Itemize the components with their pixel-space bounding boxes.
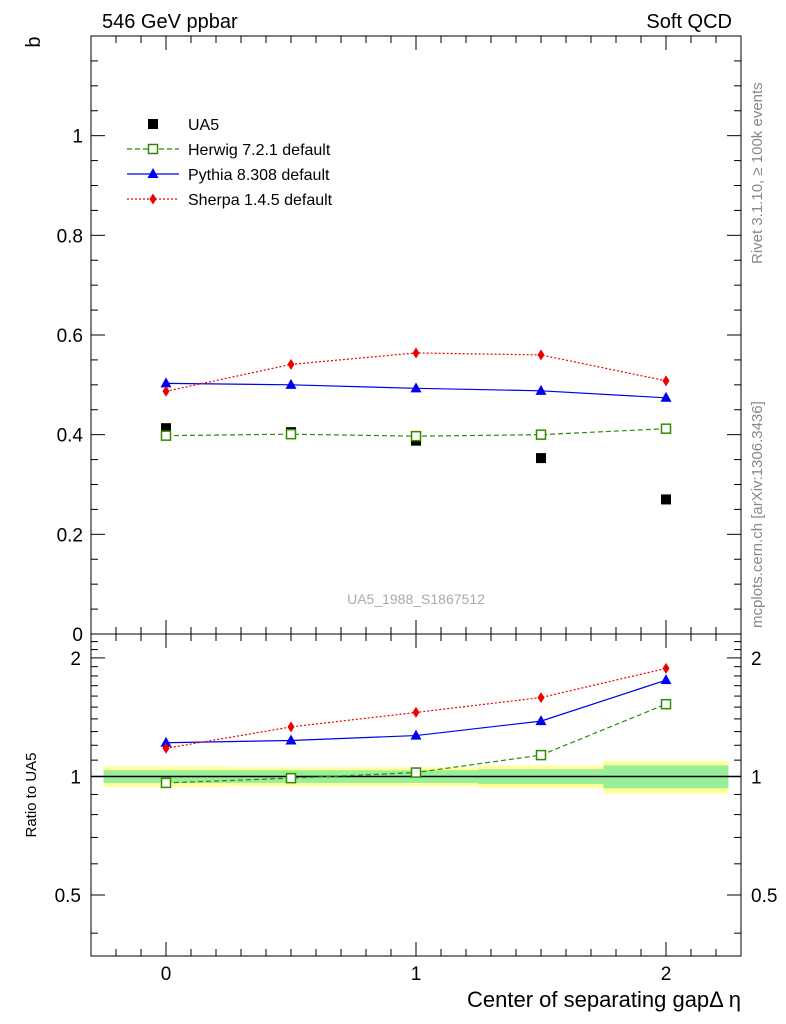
ratio-point-herwig-7-2-1-default [660,698,672,710]
ratio-y-axis-label: Ratio to UA5 [23,752,40,837]
data-point-herwig-7-2-1-default [660,423,672,434]
ratio-point-herwig-7-2-1-default [410,767,422,778]
ratio-point-pythia-8-308-default [660,674,672,685]
ratio-point-pythia-8-308-default [535,715,547,726]
y-tick-label: 0 [72,625,83,646]
ratio-y-tick-label-right: 0.5 [751,886,777,907]
data-point-pythia-8-308-default [410,382,422,393]
ratio-point-sherpa-1-4-5-default [662,662,670,674]
ratio-point-pythia-8-308-default [410,729,422,740]
ratio-point-sherpa-1-4-5-default [412,706,420,718]
ratio-panel: 0.5 0.5 1 1 2 2 [55,633,777,957]
header-right-title: Soft QCD [646,11,732,33]
rivet-version-text: Rivet 3.1.10, ≥ 100k events [749,82,766,264]
ratio-point-pythia-8-308-default [160,736,172,747]
y-tick-label: 0.4 [57,426,84,447]
ratio-y-tick-label-left: 0.5 [55,886,81,907]
ratio-frame [90,633,742,957]
legend-label-herwig-7-2-1-default: Herwig 7.2.1 default [188,142,331,159]
ratio-y-tick-label-left: 1 [70,767,81,788]
ratio-y-tick-label-right: 1 [751,767,762,788]
data-point-herwig-7-2-1-default [285,428,297,440]
x-axis-label: Center of separating gapΔ η [467,987,741,1012]
ratio-point-pythia-8-308-default [285,734,297,745]
legend: UA5 Herwig 7.2.1 default Pythia 8.308 defa… [127,117,333,209]
x-tick-label: 0 [161,964,172,985]
legend-marker-pythia-8-308-default [147,168,159,178]
data-point-pythia-8-308-default [285,378,297,389]
data-point-pythia-8-308-default [660,391,672,402]
ratio-point-sherpa-1-4-5-default [287,721,295,733]
data-point-sherpa-1-4-5-default [412,347,420,359]
legend-marker-herwig-7-2-1-default [147,143,159,155]
data-point-sherpa-1-4-5-default [537,349,545,361]
data-point-sherpa-1-4-5-default [162,385,170,397]
analysis-watermark: UA5_1988_S1867512 [347,591,485,607]
ratio-y-tick-label-left: 2 [70,649,81,670]
y-tick-label: 1 [72,127,83,148]
data-point-herwig-7-2-1-default [160,430,172,441]
x-tick-label: 2 [661,964,672,985]
y-tick-label: 0.8 [57,226,83,247]
data-point-ua5 [661,494,671,505]
header-left-title: 546 GeV ppbar [102,11,238,33]
legend-label-sherpa-1-4-5-default: Sherpa 1.4.5 default [188,192,333,209]
ratio-point-sherpa-1-4-5-default [162,742,170,754]
data-point-sherpa-1-4-5-default [287,358,295,370]
data-point-ua5 [536,453,546,464]
data-point-sherpa-1-4-5-default [662,375,670,387]
legend-marker-sherpa-1-4-5-default [149,193,157,205]
legend-label-ua5: UA5 [188,117,219,134]
ratio-point-herwig-7-2-1-default [285,772,297,784]
data-point-herwig-7-2-1-default [410,430,422,442]
legend-label-pythia-8-308-default: Pythia 8.308 default [188,167,330,184]
data-point-pythia-8-308-default [160,377,172,388]
data-point-pythia-8-308-default [535,384,547,395]
data-point-herwig-7-2-1-default [535,429,547,440]
y-axis-label: b [23,36,45,47]
mcplots-reference-text: mcplots.cern.ch [arXiv:1306.3436] [749,401,766,628]
y-tick-label: 0.6 [57,326,83,347]
y-tick-label: 0.2 [57,525,83,546]
ratio-frame-overlay [90,633,742,957]
ratio-point-herwig-7-2-1-default [160,777,172,789]
ratio-y-tick-label-right: 2 [751,649,762,670]
main-panel: UA5_1988_S1867512 0 0.2 0.4 0.6 0.8 1 [57,35,742,646]
x-tick-label: 1 [411,964,422,985]
legend-marker-ua5 [148,119,158,129]
ratio-point-herwig-7-2-1-default [535,749,547,761]
data-point-ua5 [161,423,171,434]
ratio-point-sherpa-1-4-5-default [537,692,545,704]
